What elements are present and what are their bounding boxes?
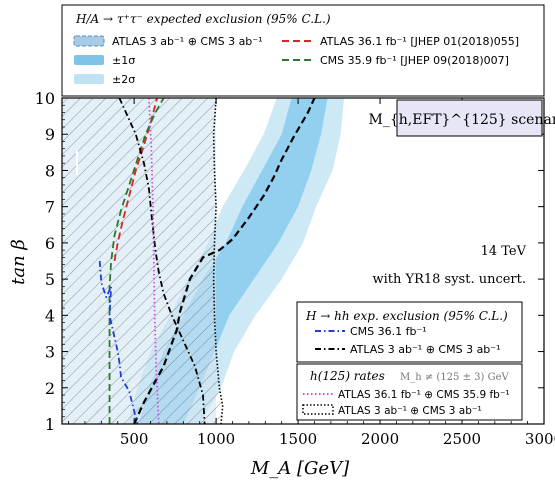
legend-entry-label: ATLAS 36.1 fb⁻¹ ⊕ CMS 35.9 fb⁻¹ [338,389,510,401]
x-tick-label: 2000 [361,430,399,448]
legend-top-items: ATLAS 3 ab⁻¹ ⊕ CMS 3 ab⁻¹ ±1σ ±2σ ATLAS 36.… [73,35,519,86]
plot-frame [61,97,545,425]
syst-label: with YR18 syst. uncert. [372,272,526,287]
legend-entry-label: ATLAS 3 ab⁻¹ ⊕ CMS 3 ab⁻¹ [112,35,263,48]
x-tick-label: 500 [120,430,149,448]
series-line-3 [98,260,139,424]
legend-hh-title: H → hh exp. exclusion (95% C.L.) [305,309,508,323]
legend-top-box [61,4,545,97]
y-tick-label: 8 [45,161,55,180]
y-tick-label: 9 [45,125,55,144]
scenario-label: M_{h,EFT}^{125} scenario [369,112,555,128]
legend-entry-label: ATLAS 3 ab⁻¹ ⊕ CMS 3 ab⁻¹ [350,343,501,356]
x-tick-label: 2500 [443,430,481,448]
legend-entry-label: CMS 35.9 fb⁻¹ [JHEP 09(2018)007] [320,54,509,67]
x-tick-label: 1500 [279,430,317,448]
y-tick-label: 3 [45,343,55,362]
x-tick-label: 3000 [525,430,555,448]
x-axis: 500 1000 1500 2000 2500 3000 [68,98,555,448]
legend-swatch [74,55,104,65]
x-axis-label: M_A [GeV] [250,458,350,479]
hatched-exclusion-region [62,98,223,424]
legend-swatch [74,74,104,84]
scenario-box [396,99,543,137]
legend-hh-items: CMS 36.1 fb⁻¹ ATLAS 3 ab⁻¹ ⊕ CMS 3 ab⁻¹ [315,325,501,356]
legend-top-title: H/A → τ⁺τ⁻ expected exclusion (95% C.L.) [75,12,331,26]
legend-entry-label: ±1σ [112,54,135,67]
series-line-6 [212,98,224,424]
y-tick-label: 7 [45,198,55,217]
legend-h125-items: ATLAS 36.1 fb⁻¹ ⊕ CMS 35.9 fb⁻¹ ATLAS 3 a… [302,389,510,417]
y-axis: 1 2 3 4 5 6 7 8 9 10 [35,89,544,434]
plot-area [62,98,344,424]
legend-entry-label: CMS 36.1 fb⁻¹ [350,325,427,338]
lines-layer [98,98,316,424]
series-line-4 [118,98,206,424]
legend-swatch [302,404,334,415]
y-tick-label: 6 [45,234,55,253]
legend-entry-label: ATLAS 36.1 fb⁻¹ [JHEP 01(2018)055] [320,35,519,48]
y-tick-label: 5 [45,270,55,289]
y-tick-label: 1 [45,415,55,434]
legend-entry-label: ATLAS 3 ab⁻¹ ⊕ CMS 3 ab⁻¹ [338,405,482,417]
series-line-5 [147,98,160,424]
legend-swatch [73,35,105,47]
y-axis-label: tan β [8,239,29,285]
y-tick-label: 2 [45,379,55,398]
energy-label: 14 TeV [481,244,527,259]
x-tick-label: 1000 [197,430,235,448]
series-line-0 [133,98,316,424]
legend-h125-subtitle: M_h ≠ (125 ± 3) GeV [400,372,509,383]
legend-h125-title: h(125) rates [310,369,385,383]
legend-h125-box [296,363,523,421]
y-tick-label: 10 [35,89,55,108]
y-tick-label: 4 [45,306,55,325]
legend-entry-label: ±2σ [112,73,135,86]
